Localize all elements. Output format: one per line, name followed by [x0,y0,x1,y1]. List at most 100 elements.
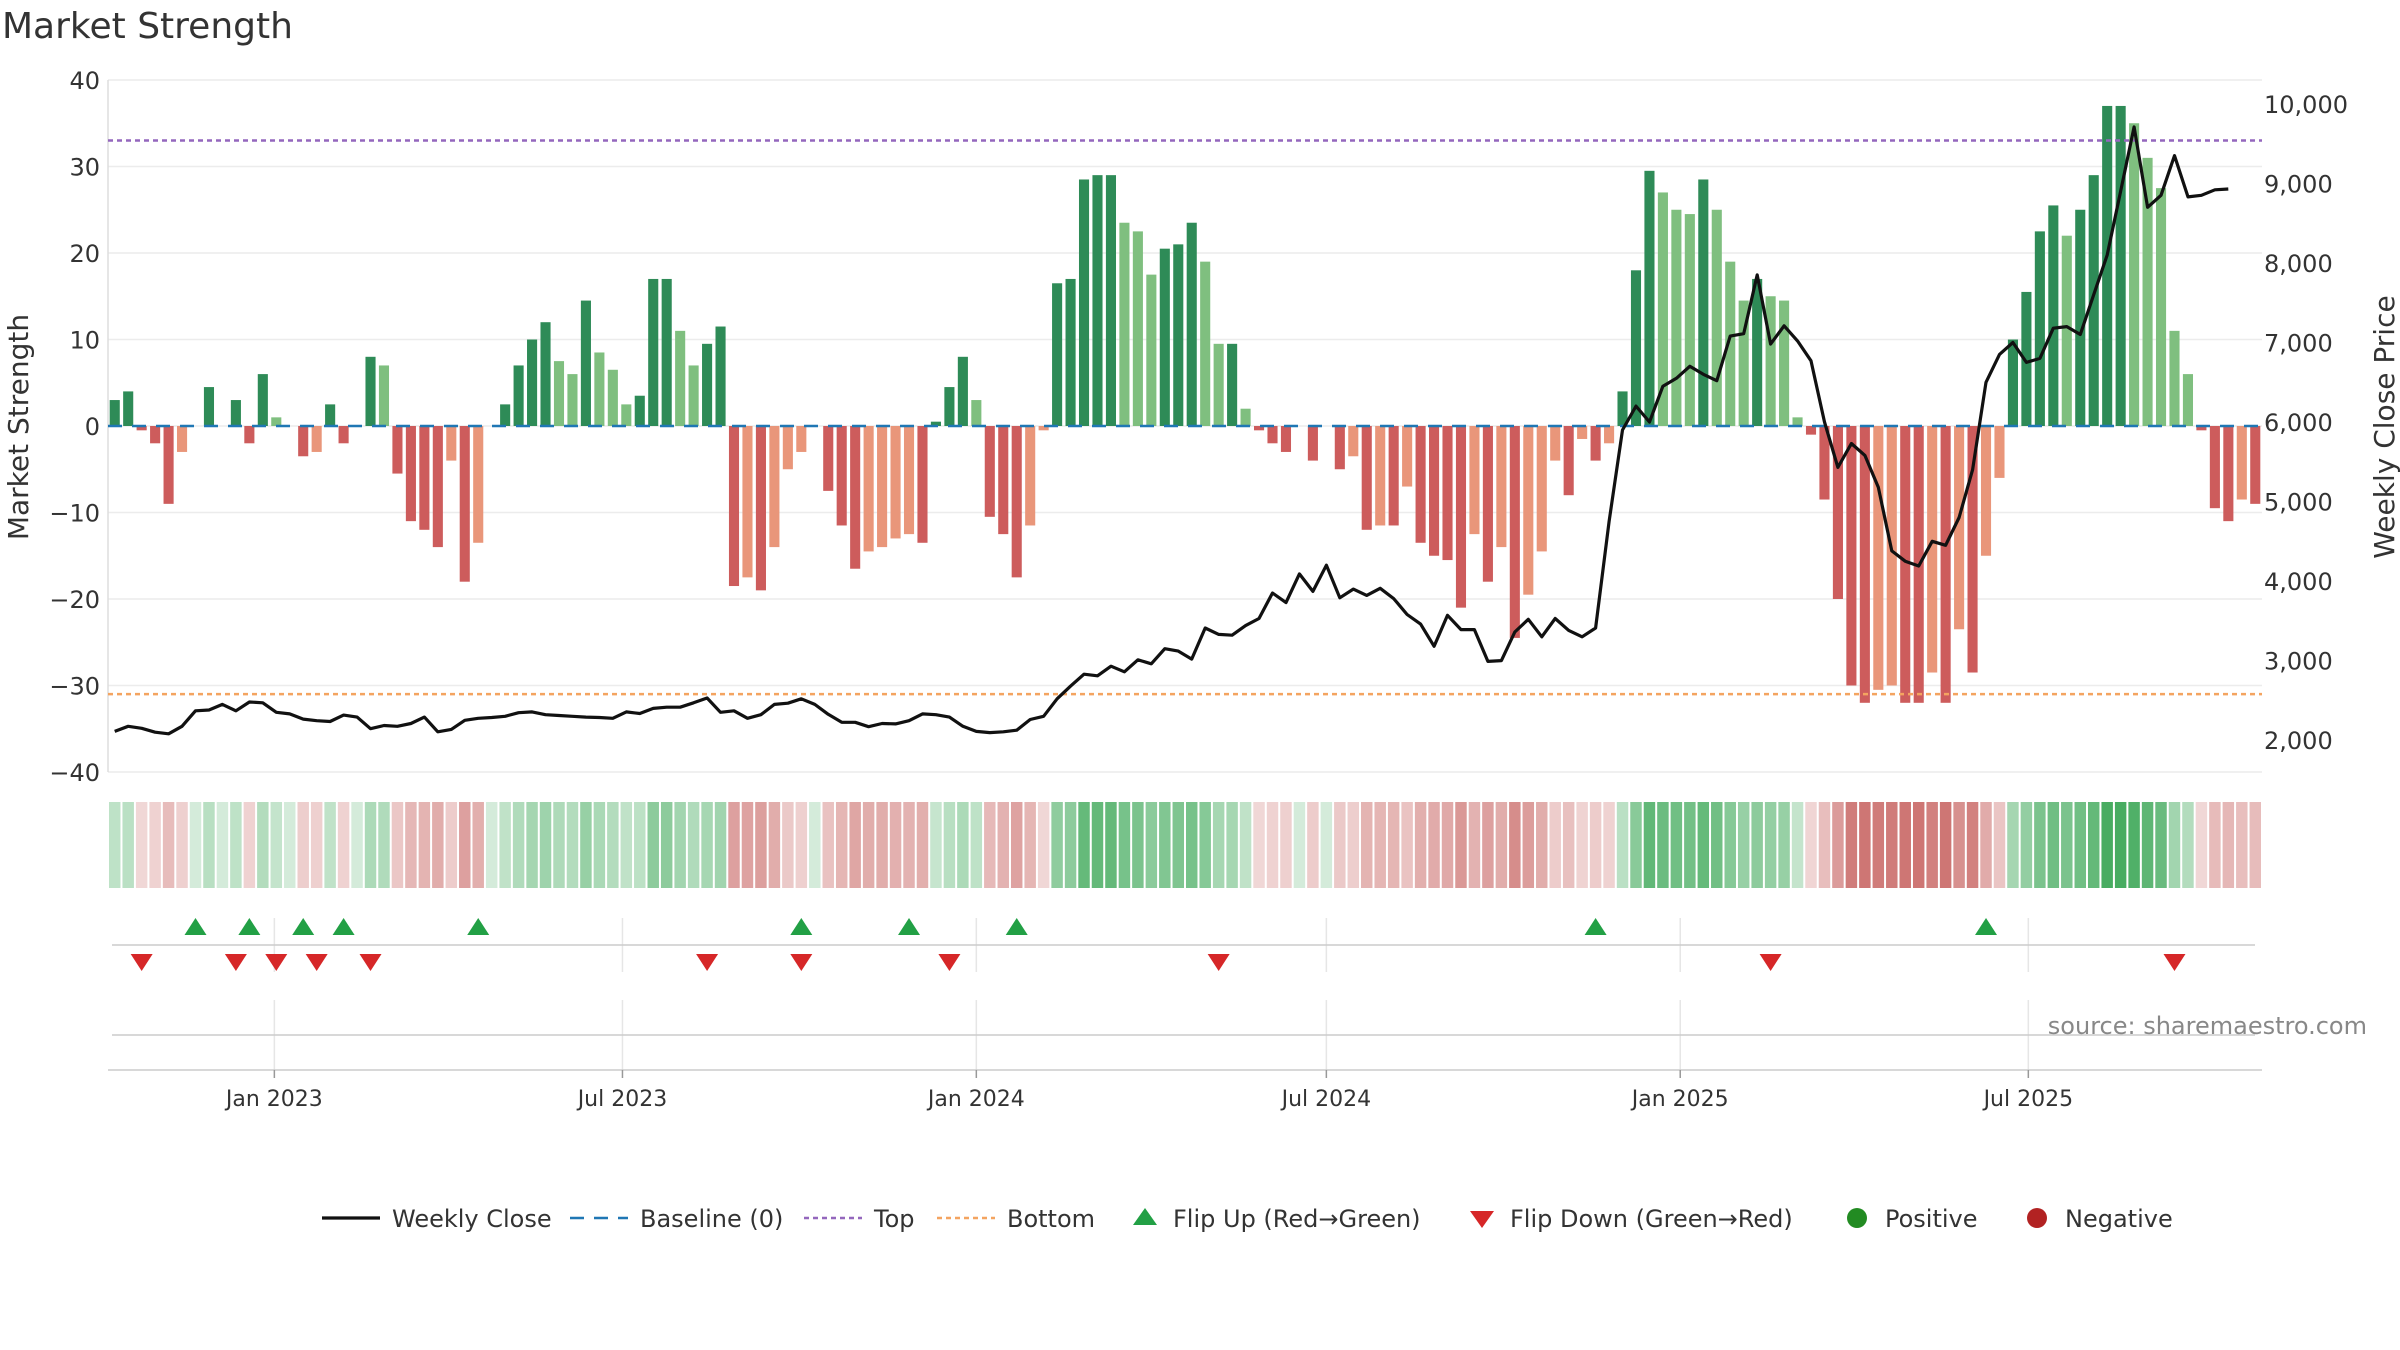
flip-up-marker [1975,918,1998,935]
strength-bar [1186,222,1197,426]
strength-bar [1711,209,1722,426]
flip-down-marker [359,954,382,971]
heat-cell [1374,802,1386,888]
x-tick-label: Jul 2024 [1280,1087,1372,1112]
strength-bar [123,391,134,426]
y-right-axis-label: Weekly Close Price [2368,295,2400,558]
heat-cell [2182,802,2194,888]
heat-cell [553,802,565,888]
heat-cell [1172,802,1184,888]
strength-bar [971,400,982,426]
strength-bar [1146,274,1157,426]
strength-bar [1105,175,1117,426]
strength-bar [553,361,565,426]
heat-cell [230,802,242,888]
heat-cell [351,802,363,888]
strength-bar [500,404,511,426]
strength-bar [2048,205,2059,426]
heat-cell [512,802,525,888]
strength-bar [1523,426,1534,595]
heat-cell [862,802,875,888]
heat-cell [1845,802,1858,888]
heat-cell [122,802,134,888]
strength-bar [2034,231,2045,426]
heat-cell [1764,802,1777,888]
legend-swatch [1847,1208,1867,1228]
heat-cell [499,802,511,888]
heat-cell [1751,802,1763,888]
strength-bar [271,417,282,426]
y-left-tick-label: −30 [49,673,100,701]
heat-cell [1118,802,1131,888]
strength-bar [2155,188,2167,426]
heat-cell [701,802,713,888]
strength-bar [1253,426,1265,431]
strength-bar [850,426,861,569]
strength-bar [1630,270,1642,426]
strength-bar [702,343,713,426]
heat-cell [1657,802,1669,888]
strength-bar [405,426,416,522]
heat-cell [2128,802,2140,888]
strength-bar [715,326,726,426]
strength-bar [1065,278,1076,426]
heat-cell [1670,802,1683,888]
heat-cell [620,802,633,888]
heat-cell [1091,802,1104,888]
heat-cell [1482,802,1494,888]
heat-cell [849,802,861,888]
strength-bar [1496,426,1507,548]
heat-cell [149,802,161,888]
heat-cell [1562,802,1575,888]
strength-bar [2021,291,2032,426]
strength-bar [984,426,995,517]
strength-bar [1227,343,1238,426]
heat-cell [1280,802,1292,888]
x-tick-label: Jan 2023 [224,1087,323,1112]
strength-bar [1832,426,1843,599]
heat-cell [270,802,283,888]
heat-cell [1832,802,1844,888]
y-left-tick-label: 10 [69,327,100,355]
strength-bar [1779,300,1790,426]
strength-bar [2088,175,2099,426]
heat-cell [1145,802,1158,888]
y-right-tick-label: 6,000 [2264,409,2333,437]
strength-bar [1280,426,1292,452]
heat-cell [1078,802,1090,888]
strength-bar [298,426,309,457]
heat-cell [1414,802,1427,888]
heat-cell [984,802,996,888]
heat-cell [1307,802,1319,888]
strength-bar [311,426,322,452]
strength-bar [1927,426,1938,673]
strength-bar [1092,175,1103,426]
heat-cell [1051,802,1063,888]
x-tick-label: Jul 2025 [1982,1087,2074,1112]
flip-markers [130,918,2186,971]
strength-bar [2007,339,2018,426]
y-right-tick-label: 5,000 [2264,489,2333,517]
strength-bar [755,426,766,591]
strength-bar [998,426,1009,535]
strength-bar [1509,426,1520,638]
flip-down-marker [265,954,288,971]
strength-bar [203,387,215,426]
heat-cell [1132,802,1144,888]
strength-bar [621,404,632,426]
x-tick-label: Jul 2023 [576,1087,668,1112]
heat-cell [997,802,1009,888]
strength-bar [1792,417,1803,426]
heat-cell [1455,802,1467,888]
heat-cell [1576,802,1588,888]
strength-bar [1954,426,1965,630]
heat-cell [1010,802,1023,888]
strength-bar [1334,426,1345,470]
heat-cell [634,802,646,888]
strength-bar [607,369,618,426]
heat-cell [2061,802,2073,888]
heat-cell [1037,802,1050,888]
heat-cell [189,802,202,888]
heat-cell [2114,802,2127,888]
strength-bar [836,426,847,526]
